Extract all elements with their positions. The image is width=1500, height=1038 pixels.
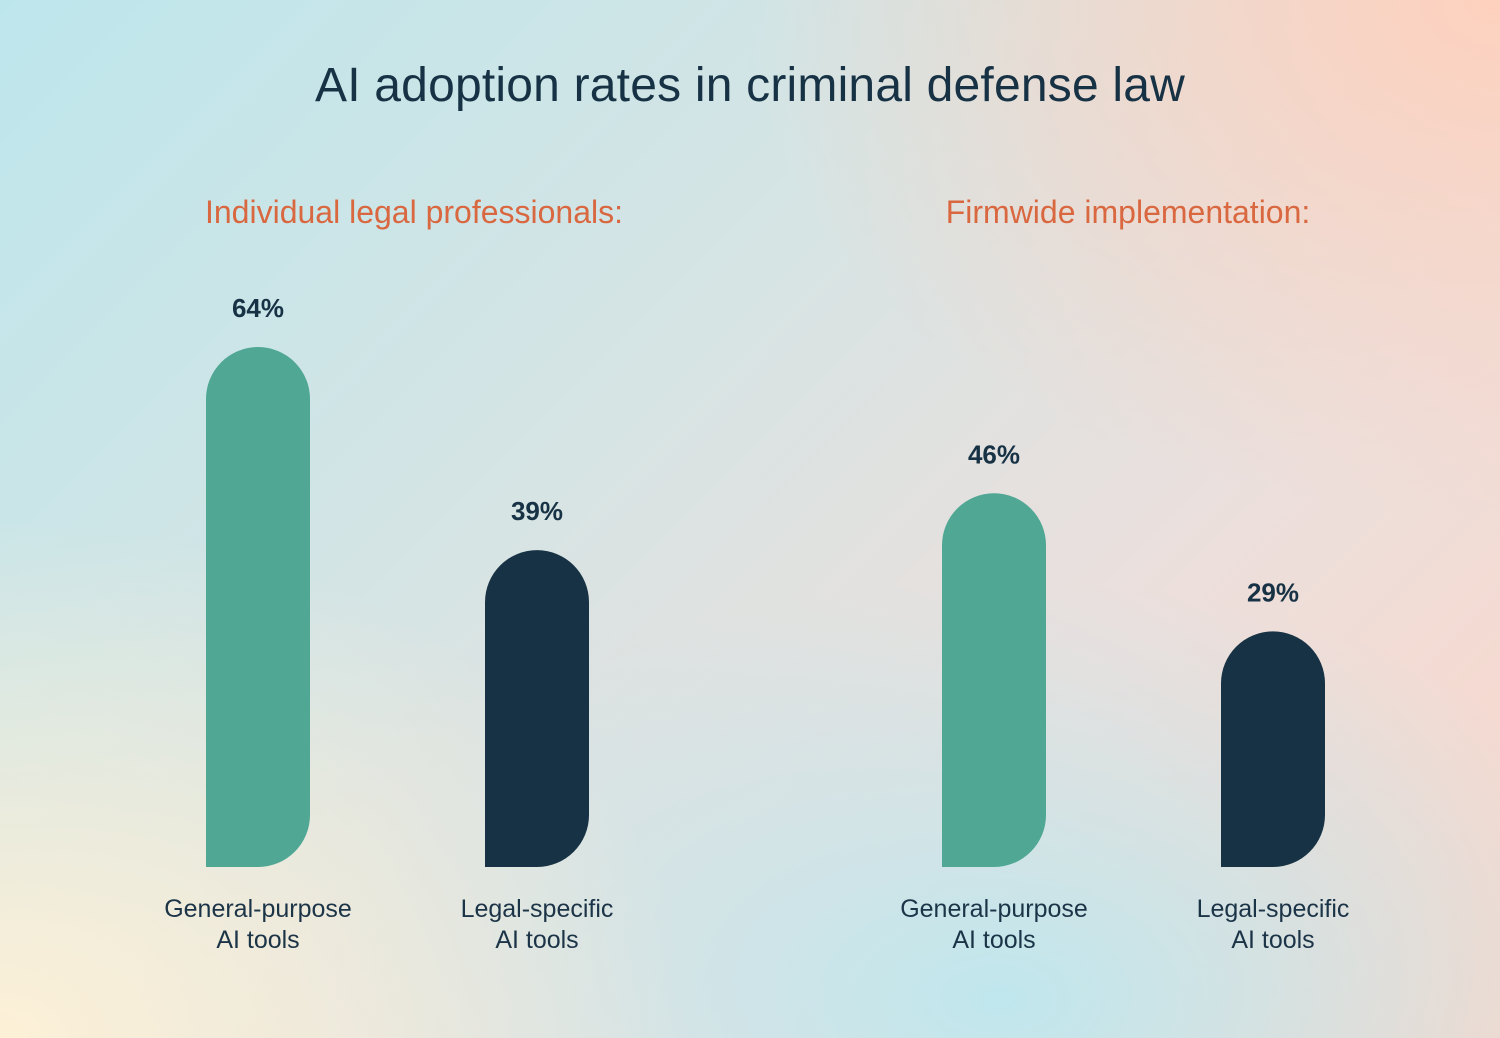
category-label-line2: AI tools [216,926,300,954]
category-label-general-individual: General-purpose AI tools [128,894,388,956]
value-label-general-firmwide: 46% [968,439,1020,469]
bar-general-firmwide [942,493,1046,867]
group-title-firmwide: Firmwide implementation: [945,194,1311,230]
category-label-line2: AI tools [1231,926,1315,954]
bar-legal-individual [485,550,589,867]
category-label-line1: General-purpose [164,895,352,923]
value-label-general-individual: 64% [232,293,284,323]
bar-legal-firmwide [1221,631,1325,867]
category-label-line1: Legal-specific [460,895,614,923]
bar-general-individual [206,347,310,867]
chart-title: AI adoption rates in criminal defense la… [315,59,1185,112]
category-label-line1: General-purpose [900,895,1088,923]
value-label-legal-firmwide: 29% [1247,577,1299,607]
value-label-legal-individual: 39% [511,496,563,526]
category-label-legal-individual: Legal-specific AI tools [407,894,667,956]
group-title-individual: Individual legal professionals: [204,194,624,230]
category-label-line1: Legal-specific [1196,895,1350,923]
category-label-line2: AI tools [952,926,1036,954]
category-label-line2: AI tools [495,926,579,954]
category-label-general-firmwide: General-purpose AI tools [864,894,1124,956]
category-label-legal-firmwide: Legal-specific AI tools [1143,894,1403,956]
